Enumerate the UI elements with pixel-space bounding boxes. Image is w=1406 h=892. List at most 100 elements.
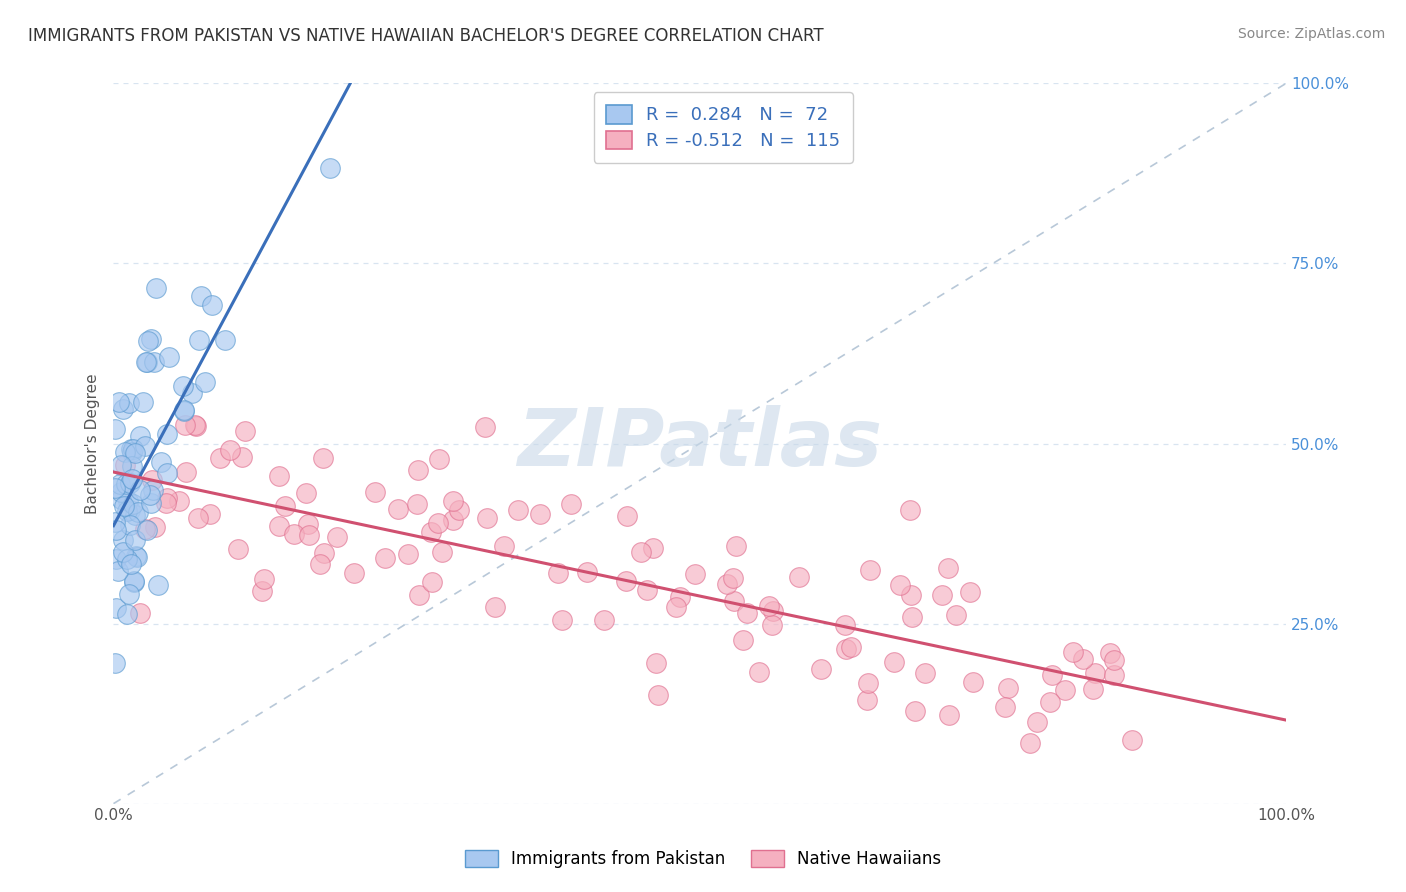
Point [914,666,936,681]
Point [475,511,498,525]
Point [856,675,879,690]
Point [856,693,879,707]
Point [1102,653,1125,667]
Point [231,450,253,465]
Point [128,483,150,497]
Point [226,542,249,557]
Point [156,491,179,506]
Point [110,484,132,499]
Point [994,699,1017,714]
Point [1026,715,1049,730]
Point [122,575,145,590]
Point [155,496,177,510]
Point [295,486,318,500]
Point [172,379,194,393]
Point [187,511,209,525]
Legend: R =  0.284   N =  72, R = -0.512   N =  115: R = 0.284 N = 72, R = -0.512 N = 115 [593,93,852,162]
Point [1104,668,1126,682]
Point [115,503,138,517]
Point [644,657,666,671]
Point [121,472,143,486]
Point [427,451,450,466]
Point [104,481,127,495]
Point [174,466,197,480]
Point [665,600,688,615]
Point [314,546,336,560]
Point [748,665,770,679]
Point [135,355,157,369]
Point [134,439,156,453]
Point [962,675,984,690]
Point [405,497,427,511]
Point [190,289,212,303]
Point [492,539,515,553]
Point [104,422,127,436]
Point [136,524,159,538]
Point [219,442,242,457]
Point [121,444,143,458]
Point [269,469,291,483]
Point [641,541,664,555]
Point [441,513,464,527]
Point [122,574,145,589]
Point [117,494,139,508]
Point [898,503,921,517]
Point [576,566,599,580]
Point [506,502,529,516]
Point [125,549,148,563]
Point [214,333,236,347]
Point [298,528,321,542]
Point [135,355,157,369]
Text: IMMIGRANTS FROM PAKISTAN VS NATIVE HAWAIIAN BACHELOR'S DEGREE CORRELATION CHART: IMMIGRANTS FROM PAKISTAN VS NATIVE HAWAI… [28,27,824,45]
Text: Source: ZipAtlas.com: Source: ZipAtlas.com [1237,27,1385,41]
Point [118,396,141,410]
Point [1018,736,1040,750]
Point [143,520,166,534]
Point [474,420,496,434]
Point [110,491,132,506]
Point [114,445,136,459]
Point [150,454,173,468]
Point [233,425,256,439]
Point [127,505,149,519]
Point [447,503,470,517]
Point [156,426,179,441]
Point [112,499,135,513]
Point [121,458,143,473]
Point [938,707,960,722]
Point [430,545,453,559]
Point [484,600,506,615]
Point [1098,646,1121,660]
Point [762,604,785,618]
Point [1054,683,1077,698]
Point [731,633,754,648]
Point [141,473,163,487]
Point [105,523,128,537]
Point [115,607,138,621]
Point [312,451,335,466]
Point [859,563,882,577]
Point [592,613,614,627]
Point [1081,681,1104,696]
Point [252,583,274,598]
Point [900,588,922,602]
Point [1062,645,1084,659]
Point [141,332,163,346]
Point [121,497,143,511]
Point [110,458,132,472]
Point [201,297,224,311]
Point [551,613,574,627]
Point [120,557,142,571]
Point [630,545,652,559]
Point [343,566,366,580]
Point [184,417,207,432]
Point [139,496,162,510]
Point [735,607,758,621]
Point [716,577,738,591]
Point [184,419,207,434]
Point [173,403,195,417]
Point [107,564,129,578]
Point [129,429,152,443]
Point [883,655,905,669]
Point [181,386,204,401]
